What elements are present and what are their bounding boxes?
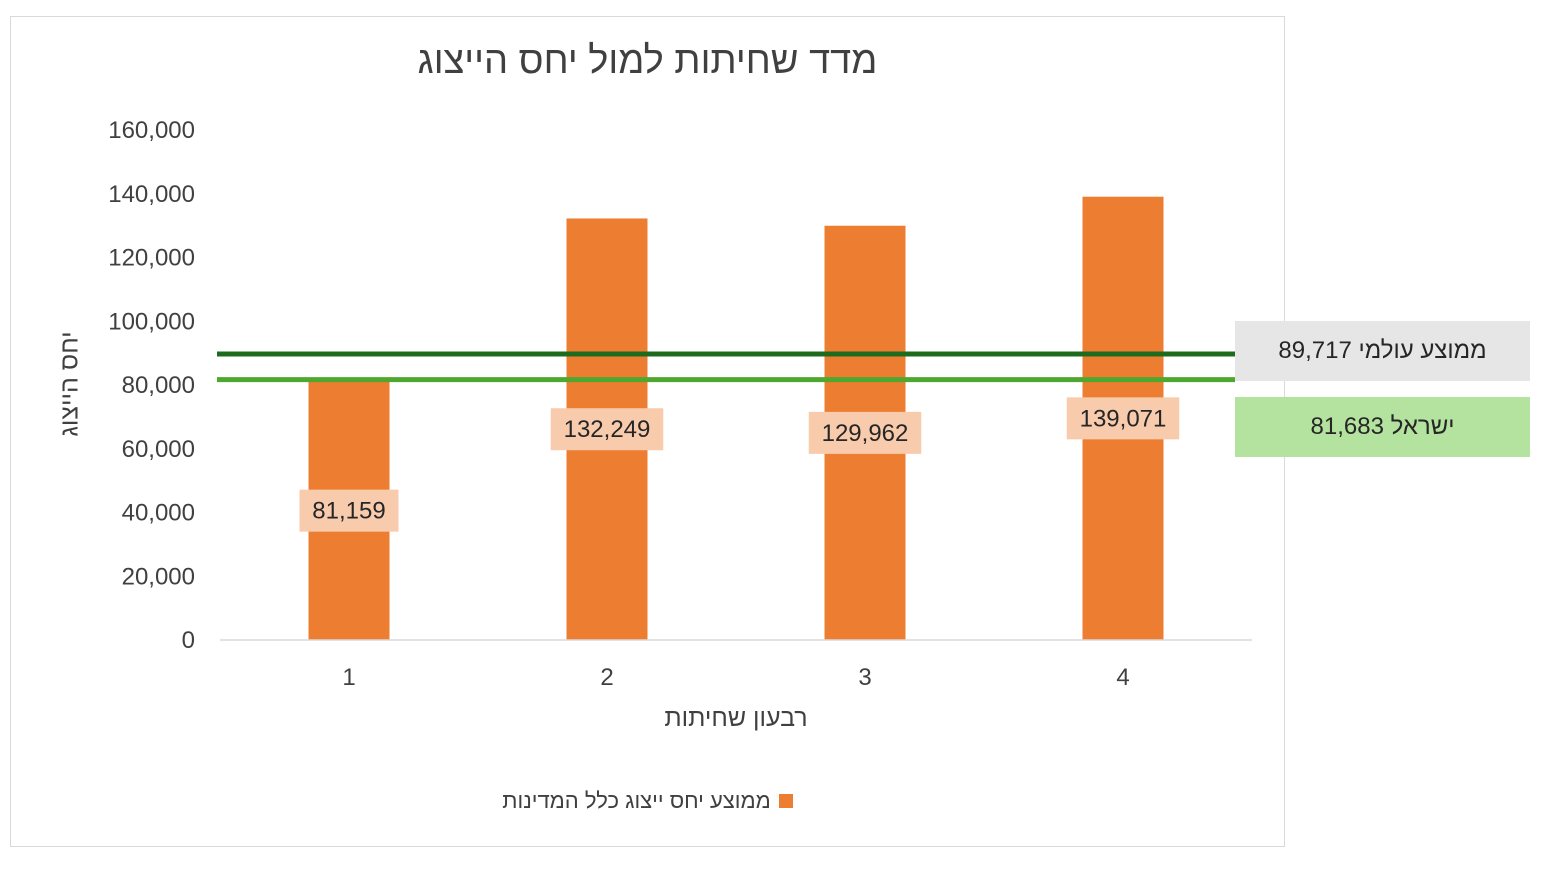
y-tick-label: 160,000 — [108, 117, 195, 144]
data-label-background — [1066, 397, 1180, 440]
x-tick-label: 4 — [1116, 664, 1129, 691]
y-tick-label: 0 — [182, 627, 195, 654]
israel-label-box: ישראל 81,683 — [1235, 397, 1530, 457]
y-tick-label: 140,000 — [108, 181, 195, 208]
y-tick-label: 80,000 — [122, 372, 195, 399]
x-tick-label: 1 — [342, 664, 355, 691]
data-label-background — [550, 408, 664, 451]
data-label-background — [808, 411, 922, 454]
y-tick-label: 120,000 — [108, 245, 195, 272]
israel-label: ישראל 81,683 — [1310, 413, 1455, 440]
x-tick-label: 3 — [858, 664, 871, 691]
legend: ממוצע יחס ייצוג כלל המדינות — [10, 788, 1285, 814]
legend-label: ממוצע יחס ייצוג כלל המדינות — [502, 788, 771, 813]
y-tick-label: 100,000 — [108, 308, 195, 335]
data-label-background — [299, 489, 399, 532]
y-tick-label: 20,000 — [122, 563, 195, 590]
legend-swatch — [778, 794, 793, 808]
y-axis-title: יחס הייצוג — [55, 331, 84, 437]
y-tick-label: 60,000 — [122, 436, 195, 463]
y-tick-label: 40,000 — [122, 500, 195, 527]
data-label: 81,159 — [312, 498, 385, 525]
world-average-label: ממוצע עולמי 89,717 — [1278, 337, 1487, 364]
data-label: 132,249 — [564, 416, 651, 443]
chart-title: מדד שחיתות למול יחס הייצוג — [417, 40, 878, 82]
x-tick-label: 2 — [600, 664, 613, 691]
world-average-label-box: ממוצע עולמי 89,717 — [1235, 321, 1530, 381]
data-label: 139,071 — [1080, 405, 1167, 432]
x-axis-title: רבעון שחיתות — [664, 704, 808, 732]
data-label: 129,962 — [822, 420, 909, 447]
